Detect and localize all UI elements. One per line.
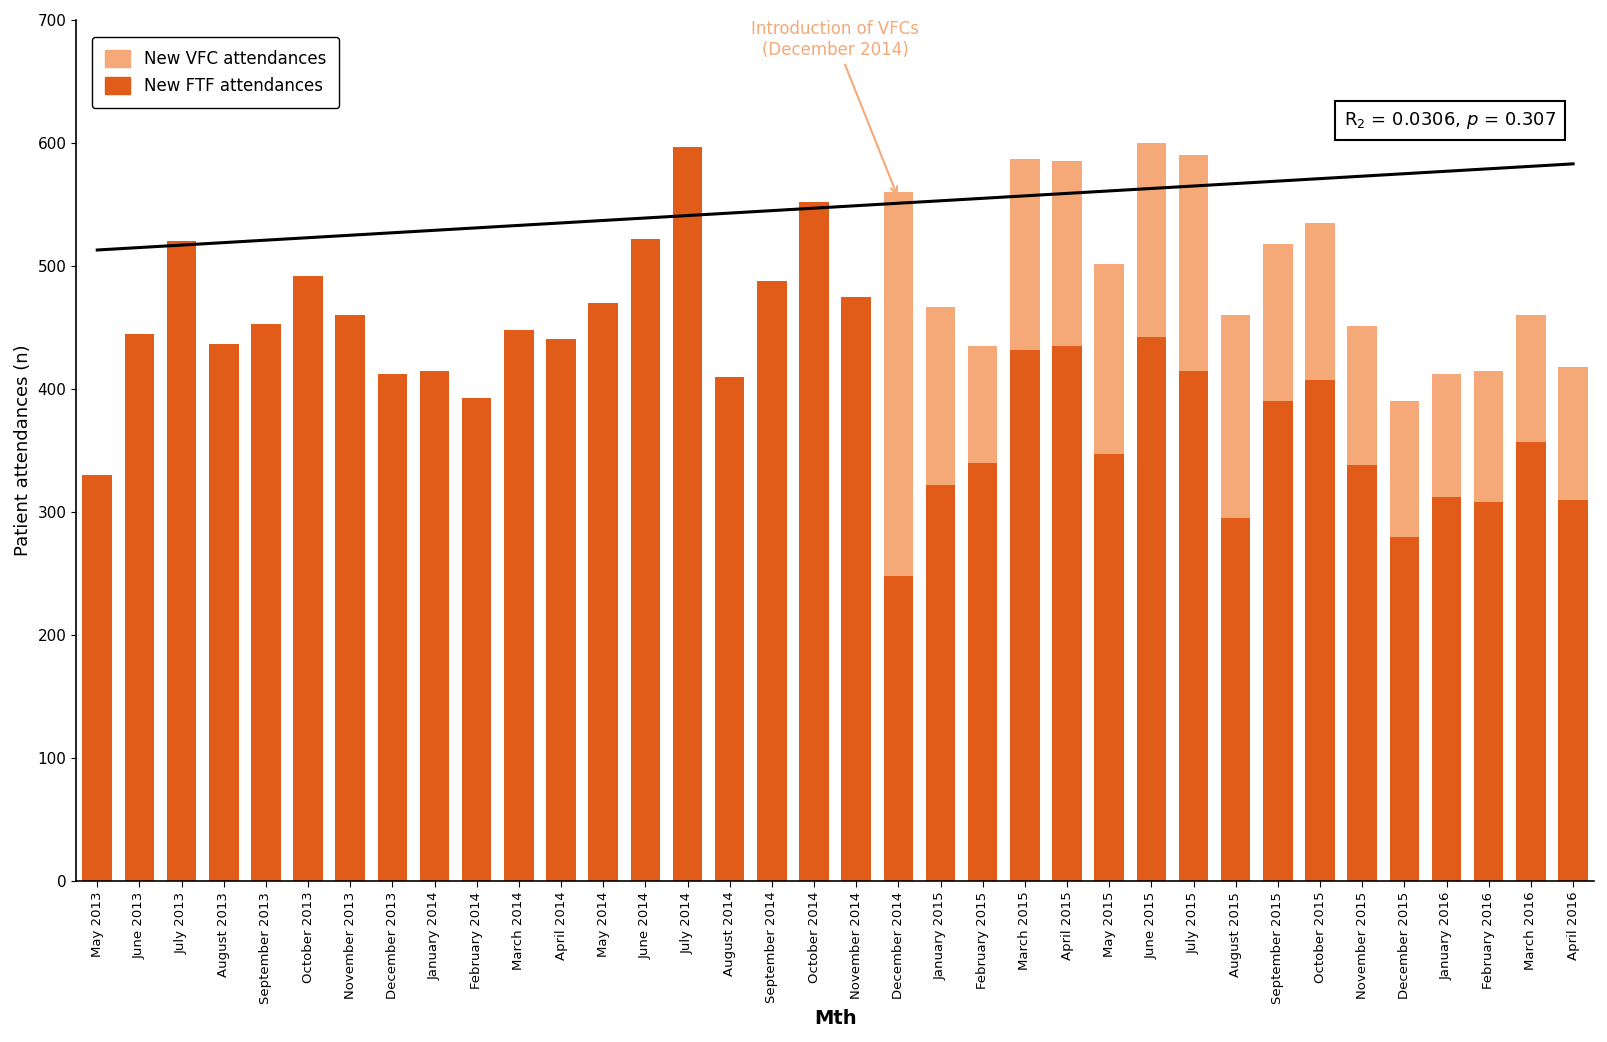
Bar: [505, 330, 534, 882]
Bar: [757, 280, 786, 882]
Bar: [82, 475, 112, 882]
Y-axis label: Patient attendances (n): Patient attendances (n): [14, 345, 32, 556]
Bar: [926, 306, 955, 485]
Bar: [715, 377, 744, 882]
Bar: [209, 344, 238, 882]
Bar: [630, 239, 660, 882]
Bar: [1009, 159, 1040, 350]
Bar: [840, 297, 871, 882]
Bar: [1263, 401, 1292, 882]
Bar: [672, 147, 702, 882]
Bar: [1305, 380, 1334, 882]
Bar: [292, 276, 323, 882]
Bar: [1557, 500, 1586, 882]
Legend: New VFC attendances, New FTF attendances: New VFC attendances, New FTF attendances: [92, 36, 339, 108]
Bar: [546, 339, 575, 882]
Bar: [1430, 374, 1461, 497]
Bar: [1136, 338, 1165, 882]
Bar: [167, 242, 196, 882]
Bar: [378, 374, 407, 882]
Bar: [1305, 223, 1334, 380]
Bar: [1347, 466, 1376, 882]
Bar: [1051, 162, 1082, 346]
Bar: [1347, 326, 1376, 466]
Bar: [1051, 346, 1082, 882]
X-axis label: Mth: Mth: [813, 1009, 857, 1028]
Bar: [1515, 442, 1544, 882]
Bar: [1474, 371, 1503, 502]
Bar: [1178, 155, 1207, 371]
Bar: [1430, 497, 1461, 882]
Bar: [1178, 371, 1207, 882]
Bar: [1009, 350, 1040, 882]
Bar: [967, 463, 996, 882]
Bar: [1515, 316, 1544, 442]
Bar: [336, 316, 365, 882]
Bar: [884, 576, 913, 882]
Bar: [1136, 143, 1165, 338]
Bar: [967, 346, 996, 463]
Bar: [884, 192, 913, 576]
Bar: [419, 371, 448, 882]
Bar: [1094, 454, 1123, 882]
Text: Introduction of VFCs
(December 2014): Introduction of VFCs (December 2014): [750, 21, 919, 194]
Bar: [1220, 518, 1250, 882]
Bar: [799, 202, 828, 882]
Bar: [1474, 502, 1503, 882]
Bar: [1388, 537, 1419, 882]
Bar: [461, 398, 492, 882]
Bar: [1094, 264, 1123, 454]
Bar: [1263, 244, 1292, 401]
Bar: [125, 333, 154, 882]
Bar: [1220, 316, 1250, 518]
Text: $\mathregular{R_2}$ = 0.0306, $p$ = 0.307: $\mathregular{R_2}$ = 0.0306, $p$ = 0.30…: [1343, 110, 1556, 131]
Bar: [251, 324, 281, 882]
Bar: [588, 303, 617, 882]
Bar: [1557, 367, 1586, 500]
Bar: [926, 485, 955, 882]
Bar: [1388, 401, 1419, 537]
